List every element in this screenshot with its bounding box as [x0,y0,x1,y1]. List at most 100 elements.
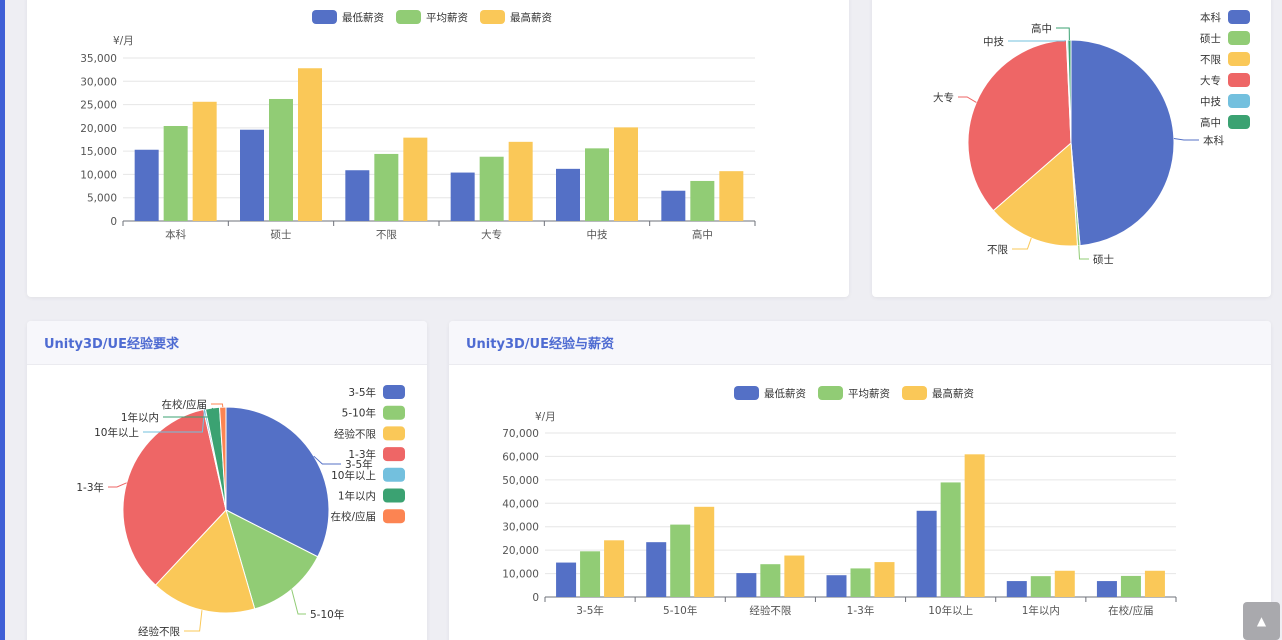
bar [269,98,293,221]
legend-label: 中技 [1200,95,1222,108]
y-tick-label: 25,000 [80,100,117,112]
pie-leader-line [108,482,127,488]
pie-leader-line [211,403,224,408]
card-education-pie: 本科 硕士 不限 大专 中技 高中 本科 硕士 不限 大专 中技 高中 [872,0,1271,297]
pie-label: 1年以内 [121,411,159,424]
legend-label: 大专 [1200,74,1221,87]
pie-slice [219,406,227,511]
x-tick-label: 本科 [165,228,186,241]
legend-label: 最高薪资 [510,11,552,24]
legend-label: 在校/应届 [330,510,376,523]
pie-leader-line [1008,39,1066,42]
bar [508,141,533,221]
legend-label: 不限 [1200,54,1222,66]
bar [1006,581,1027,597]
legend-swatch [383,426,405,441]
pie-label: 在校/应届 [161,398,207,411]
bar [690,180,715,221]
bar [1144,570,1165,597]
x-tick-label: 大专 [481,228,502,241]
bar [916,510,937,597]
x-tick-label: 在校/应届 [1108,604,1154,617]
y-tick-label: 10,000 [502,569,539,581]
bar [403,137,428,221]
bar [784,555,805,597]
legend-swatch [1228,52,1250,66]
pie-slice [154,509,256,614]
legend-swatch [383,385,405,399]
bar [719,171,744,221]
bar [940,482,961,597]
bar [479,156,504,221]
bar [670,524,691,597]
pie-label: 中技 [983,35,1004,48]
left-accent-bar [0,0,5,640]
pie-label: 5-10年 [310,608,344,621]
pie-leader-line [958,96,977,103]
bar [450,172,475,221]
legend-swatch [383,405,405,420]
legend-label: 最高薪资 [932,387,974,400]
y-tick-label: 30,000 [502,522,539,534]
pie-leader-line [1012,237,1032,250]
bar [240,129,264,221]
bar [646,542,667,597]
education-salary-bar-chart: 最低薪资 平均薪资 最高薪资 ¥/月 0 5,000 10,000 15,000 20,000 2… [80,10,756,241]
card-title: Unity3D/UE经验与薪资 [466,337,614,352]
x-tick-label: 经验不限 [749,604,791,617]
card-header: Unity3D/UE经验要求 [27,321,427,365]
legend-label: 最低薪资 [342,11,384,24]
pie-label: 10年以上 [94,426,139,439]
y-tick-label: 0 [110,216,117,228]
legend-label: 3-5年 [348,386,376,399]
bar [585,148,609,221]
y-tick-label: 60,000 [502,451,539,463]
legend-swatch [1228,31,1250,45]
bar [964,454,985,597]
legend-label: 硕士 [1200,32,1221,45]
legend-swatch [818,386,843,400]
bar [604,540,625,597]
experience-salary-bar-chart: 最低薪资 平均薪资 最高薪资 ¥/月 0 10,000 20,000 30,000 40,000… [502,386,1177,617]
bar [163,125,188,221]
bar [874,562,895,597]
scroll-to-top-button[interactable]: ▲ [1243,602,1280,640]
x-tick-label: 5-10年 [663,604,697,617]
x-tick-label: 1年以内 [1022,604,1060,617]
legend-swatch [312,10,337,24]
legend-swatch [383,447,405,462]
card-experience-pie: Unity3D/UE经验要求 3-5年 5-10年经验不限 1-3年 10年以上 1年以… [27,321,427,640]
bar [1054,570,1075,597]
bar [556,168,580,221]
x-tick-label: 3-5年 [576,604,604,617]
pie-slice [122,408,227,586]
bar [661,190,686,221]
pie-leader-line [1056,27,1070,41]
x-tick-label: 10年以上 [928,604,973,617]
pie-leader-line [184,610,203,632]
pie-label: 硕士 [1093,253,1114,266]
pie-label: 本科 [1203,134,1225,147]
bar [694,506,715,597]
card-experience-salary: Unity3D/UE经验与薪资 最低薪资 平均薪资 最高薪资 ¥/月 0 10,000 20… [449,321,1271,640]
y-tick-label: 30,000 [80,76,117,88]
legend-label: 10年以上 [331,469,376,482]
legend-swatch [383,467,405,482]
bar [556,562,577,597]
y-tick-label: 5,000 [87,193,117,205]
card-education-salary: 最低薪资 平均薪资 最高薪资 ¥/月 0 5,000 10,000 15,000 20,000 2… [27,0,849,297]
x-tick-label: 不限 [376,229,397,241]
legend-label: 最低薪资 [764,387,806,400]
pie-leader-line [163,407,213,418]
pie-slice [967,39,1072,212]
y-tick-label: 70,000 [502,428,539,440]
pie-label: 经验不限 [138,625,180,638]
bar [580,551,601,597]
y-tick-label: 20,000 [502,545,539,557]
pie-leader-line [291,589,306,615]
bar [345,170,370,221]
legend-swatch [1228,94,1250,108]
pie-label: 高中 [1031,22,1052,35]
legend-label: 1-3年 [348,448,376,461]
